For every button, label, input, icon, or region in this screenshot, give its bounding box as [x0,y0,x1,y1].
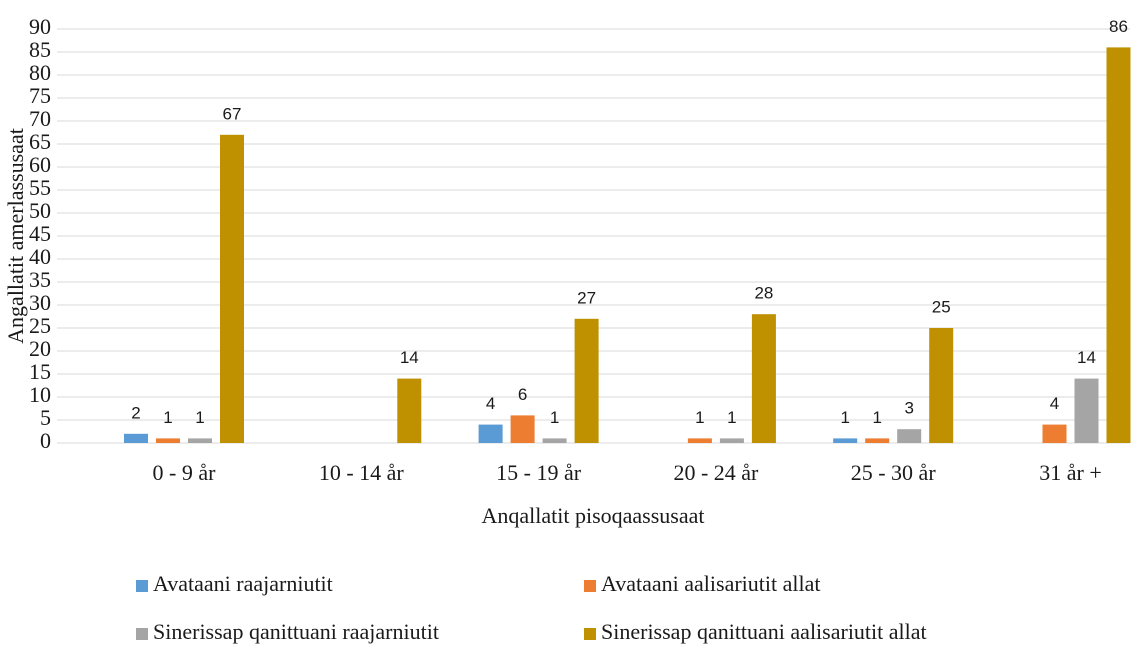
bar [478,424,503,443]
bar [1074,378,1099,443]
bar [124,433,148,443]
data-label: 28 [754,284,773,303]
y-tick-label: 70 [29,106,51,131]
bar [1106,47,1131,444]
bar [897,429,922,443]
bar [751,314,776,443]
legend-label: Sinerissap qanittuani aalisariutit allat [601,619,927,644]
x-tick-label: 20 - 24 år [673,460,759,485]
data-label: 86 [1109,17,1128,36]
data-label: 14 [1077,348,1096,367]
data-label: 2 [131,403,140,422]
y-tick-label: 75 [29,83,51,108]
data-label: 1 [840,408,849,427]
data-label: 4 [486,394,495,413]
data-label: 67 [223,104,242,123]
data-label: 14 [400,348,419,367]
x-tick-label: 25 - 30 år [851,460,937,485]
data-label: 27 [577,288,596,307]
legend-swatch [136,628,148,640]
y-tick-label: 10 [29,382,51,407]
bar [220,134,244,444]
data-label: 1 [163,408,172,427]
y-tick-label: 25 [29,313,51,338]
bar [188,438,212,443]
y-tick-label: 40 [29,244,51,269]
bar [687,438,712,443]
legend-label: Avataani raajarniutit [153,571,333,596]
y-tick-label: 60 [29,152,51,177]
legend-swatch [136,580,148,592]
bar [865,438,890,443]
y-tick-label: 30 [29,290,51,315]
y-axis-title: Angallatit amerlassusaat [3,128,28,344]
y-tick-label: 45 [29,221,51,246]
x-tick-label: 0 - 9 år [153,460,217,485]
bar [542,438,567,443]
y-tick-label: 55 [29,175,51,200]
y-tick-label: 0 [40,428,51,453]
y-tick-label: 15 [29,359,51,384]
data-label: 6 [518,385,527,404]
bar [1042,424,1067,443]
bar [929,328,954,443]
data-label: 1 [195,408,204,427]
y-tick-label: 20 [29,336,51,361]
data-label: 1 [727,408,736,427]
bar [574,318,599,443]
bar [719,438,744,443]
y-tick-label: 5 [40,405,51,430]
y-tick-label: 80 [29,60,51,85]
data-label: 1 [695,408,704,427]
x-tick-label: 10 - 14 år [319,460,405,485]
data-label: 4 [1050,394,1059,413]
x-tick-label: 15 - 19 år [496,460,582,485]
y-tick-label: 65 [29,129,51,154]
legend-swatch [584,580,596,592]
bar [833,438,858,443]
bar [156,438,180,443]
data-label: 25 [932,297,951,316]
data-label: 3 [904,399,913,418]
y-tick-label: 85 [29,37,51,62]
legend-swatch [584,628,596,640]
y-tick-label: 35 [29,267,51,292]
data-label: 1 [550,408,559,427]
bar [510,415,535,443]
data-label: 1 [872,408,881,427]
y-tick-label: 50 [29,198,51,223]
bar [397,378,422,443]
x-axis-title: Anqallatit pisoqaassusaat [481,503,704,528]
legend-label: Avataani aalisariutit allat [601,571,821,596]
y-tick-label: 90 [29,14,51,39]
x-tick-label: 31 år + [1039,460,1102,485]
legend-label: Sinerissap qanittuani raajarniutit [153,619,439,644]
